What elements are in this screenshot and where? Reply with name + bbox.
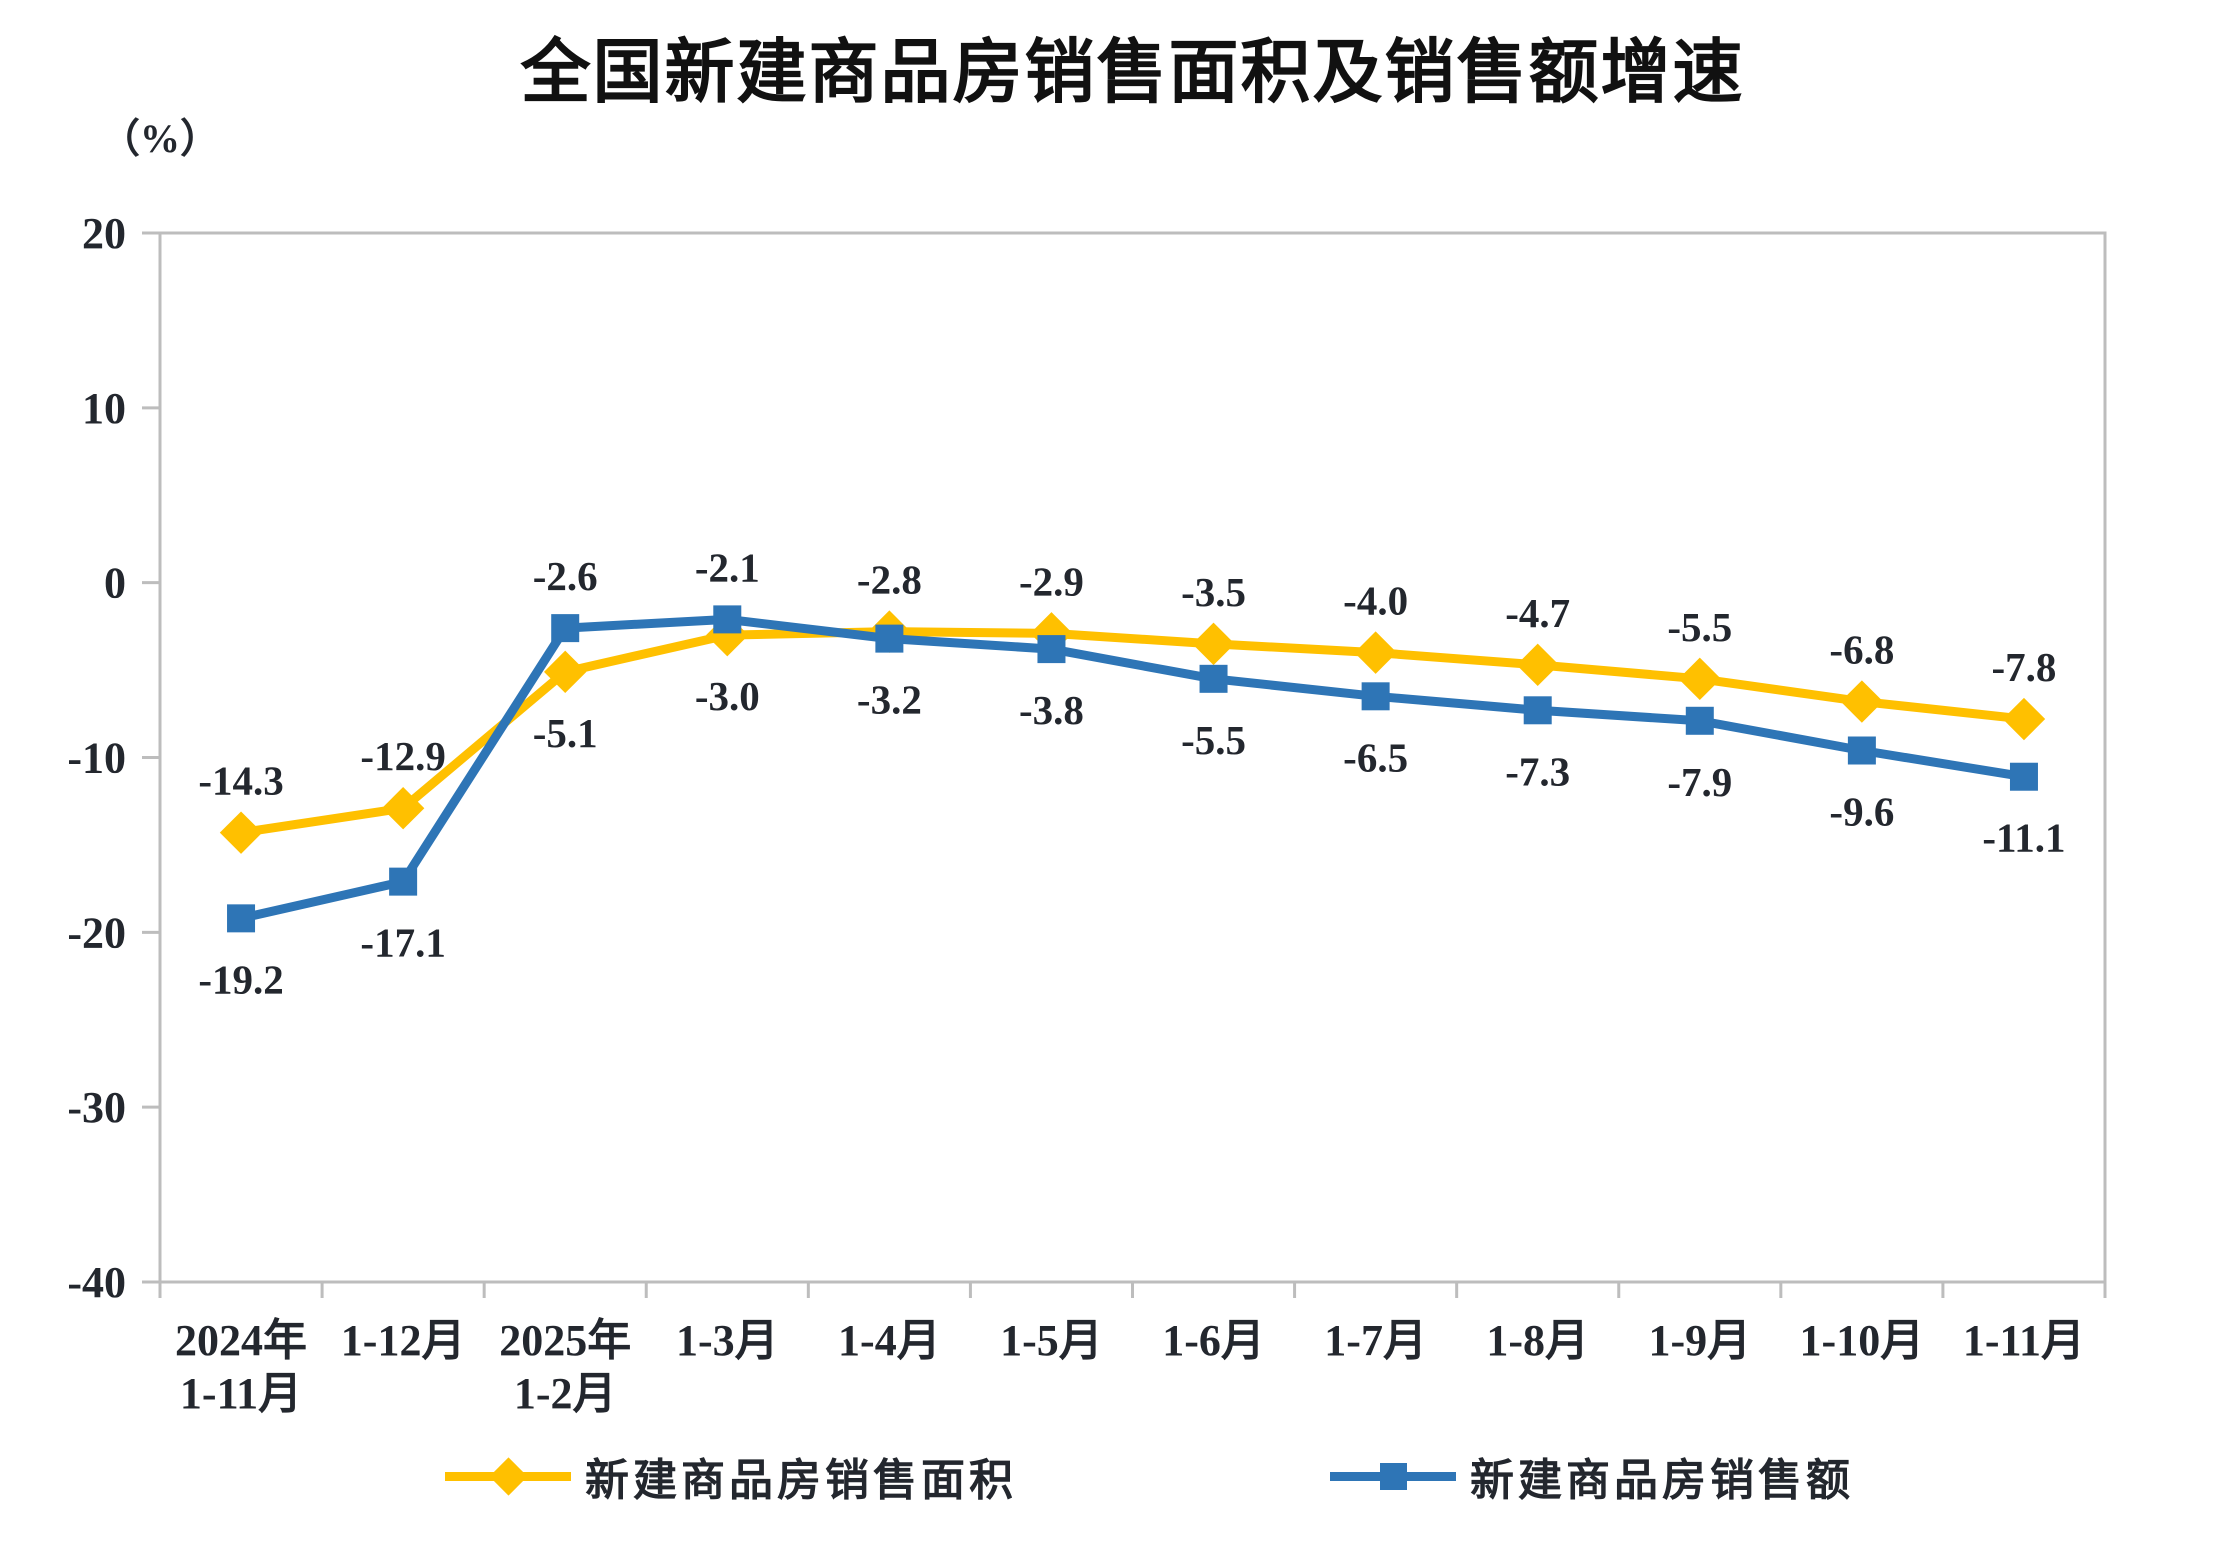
legend-label-sales-area: 新建商品房销售面积	[585, 1456, 1017, 1505]
y-tick-label: 20	[82, 209, 126, 258]
data-labels-sales-amount: -19.2 -17.1 -2.6 -2.1 -3.2 -3.8 -5.5 -6.5 -7.3 -7…	[198, 544, 2065, 1002]
data-label: -5.5	[1181, 717, 1246, 763]
data-label: -7.8	[1992, 644, 2057, 690]
data-label: -3.0	[695, 673, 760, 719]
x-category-label: 1-12月	[341, 1316, 466, 1365]
marker-diamond-icon	[219, 811, 263, 854]
data-label: -3.5	[1181, 569, 1246, 615]
data-label: -9.6	[1829, 789, 1894, 835]
data-label: -3.8	[1019, 687, 1084, 733]
marker-diamond-icon	[1192, 622, 1235, 666]
plot-border	[158, 231, 2107, 1284]
x-category-label: 1-7月	[1324, 1316, 1427, 1365]
marker-square-icon	[1037, 635, 1066, 664]
x-category-label: 1-10月	[1800, 1316, 1925, 1365]
data-label: -7.3	[1505, 748, 1570, 794]
marker-square-icon	[1361, 682, 1390, 711]
x-category-label: 1-3月	[676, 1316, 779, 1365]
data-label: -4.7	[1505, 590, 1570, 636]
data-label: -2.9	[1019, 558, 1084, 604]
marker-diamond-icon	[2002, 697, 2046, 741]
y-tick-label: 0	[104, 559, 126, 608]
data-label: -5.1	[533, 710, 598, 756]
data-label: -17.1	[360, 920, 445, 966]
data-label: -12.9	[360, 733, 445, 779]
x-category-label: 1-5月	[1000, 1316, 1103, 1365]
marker-square-icon	[227, 904, 256, 933]
y-tick-label: -40	[67, 1258, 126, 1307]
legend: 新建商品房销售面积 新建商品房销售额	[0, 1448, 2216, 1508]
y-tick-label: -20	[67, 908, 126, 957]
y-tick-label: 10	[82, 384, 126, 433]
x-category-label: 1-8月	[1486, 1316, 1589, 1365]
legend-label-sales-amount: 新建商品房销售额	[1470, 1456, 1854, 1505]
y-axis-unit-label: （%）	[100, 116, 220, 161]
data-label: -11.1	[1982, 815, 2065, 861]
marker-square-icon	[1685, 706, 1714, 735]
marker-square-icon	[875, 624, 904, 653]
x-category-label: 1-6月	[1162, 1316, 1265, 1365]
marker-diamond-icon	[1516, 643, 1559, 687]
legend-item-sales-amount: 新建商品房销售额	[1330, 1448, 1854, 1505]
y-axis: 20 10 0 -10 -20 -30 -40	[67, 209, 160, 1307]
marker-diamond-icon	[1354, 631, 1397, 674]
marker-square-icon	[1199, 664, 1228, 693]
marker-square-icon	[1847, 736, 1876, 765]
marker-diamond-icon	[1840, 680, 1884, 723]
marker-square-icon	[2009, 762, 2038, 791]
x-category-label: 2025年 1-2月	[499, 1316, 631, 1418]
data-label: -4.0	[1343, 578, 1408, 624]
series-sales-area	[219, 610, 2046, 854]
data-label: -14.3	[198, 758, 283, 804]
marker-square-icon	[389, 867, 418, 896]
data-label: -6.5	[1343, 734, 1408, 780]
data-label: -6.8	[1829, 627, 1894, 673]
data-label: -3.2	[857, 677, 922, 723]
x-axis: 2024年 1-11月 1-12月 2025年 1-2月 1-3月 1-4月 1-5月 1-6月…	[158, 1282, 2107, 1418]
data-label: -2.6	[533, 553, 598, 599]
legend-sample-square-icon	[1330, 1448, 1456, 1504]
series-line	[236, 614, 2029, 923]
data-label: -2.8	[857, 557, 922, 603]
y-tick-label: -10	[67, 734, 126, 783]
data-label: -19.2	[198, 956, 283, 1002]
chart-title: 全国新建商品房销售面积及销售额增速	[520, 33, 1745, 111]
x-category-label: 1-11月	[1963, 1316, 2085, 1365]
data-labels-sales-area: -14.3 -12.9 -5.1 -3.0 -2.8 -2.9 -3.5 -4.0 -4.7 -5…	[198, 557, 2056, 804]
marker-diamond-icon	[1678, 657, 1722, 701]
data-label: -2.1	[695, 544, 760, 590]
series-line	[236, 627, 2029, 838]
data-label: -7.9	[1667, 759, 1732, 805]
y-tick-label: -30	[67, 1083, 126, 1132]
x-category-label: 1-9月	[1648, 1316, 1751, 1365]
marker-square-icon	[1523, 696, 1552, 725]
x-category-label: 2024年 1-11月	[175, 1316, 307, 1418]
data-label: -5.5	[1667, 604, 1732, 650]
marker-square-icon	[551, 614, 580, 643]
marker-square-icon	[713, 605, 742, 634]
legend-item-sales-area: 新建商品房销售面积	[445, 1448, 1017, 1505]
legend-sample-diamond-icon	[445, 1448, 571, 1504]
series-sales-amount	[227, 605, 2038, 933]
x-category-label: 1-4月	[838, 1316, 941, 1365]
